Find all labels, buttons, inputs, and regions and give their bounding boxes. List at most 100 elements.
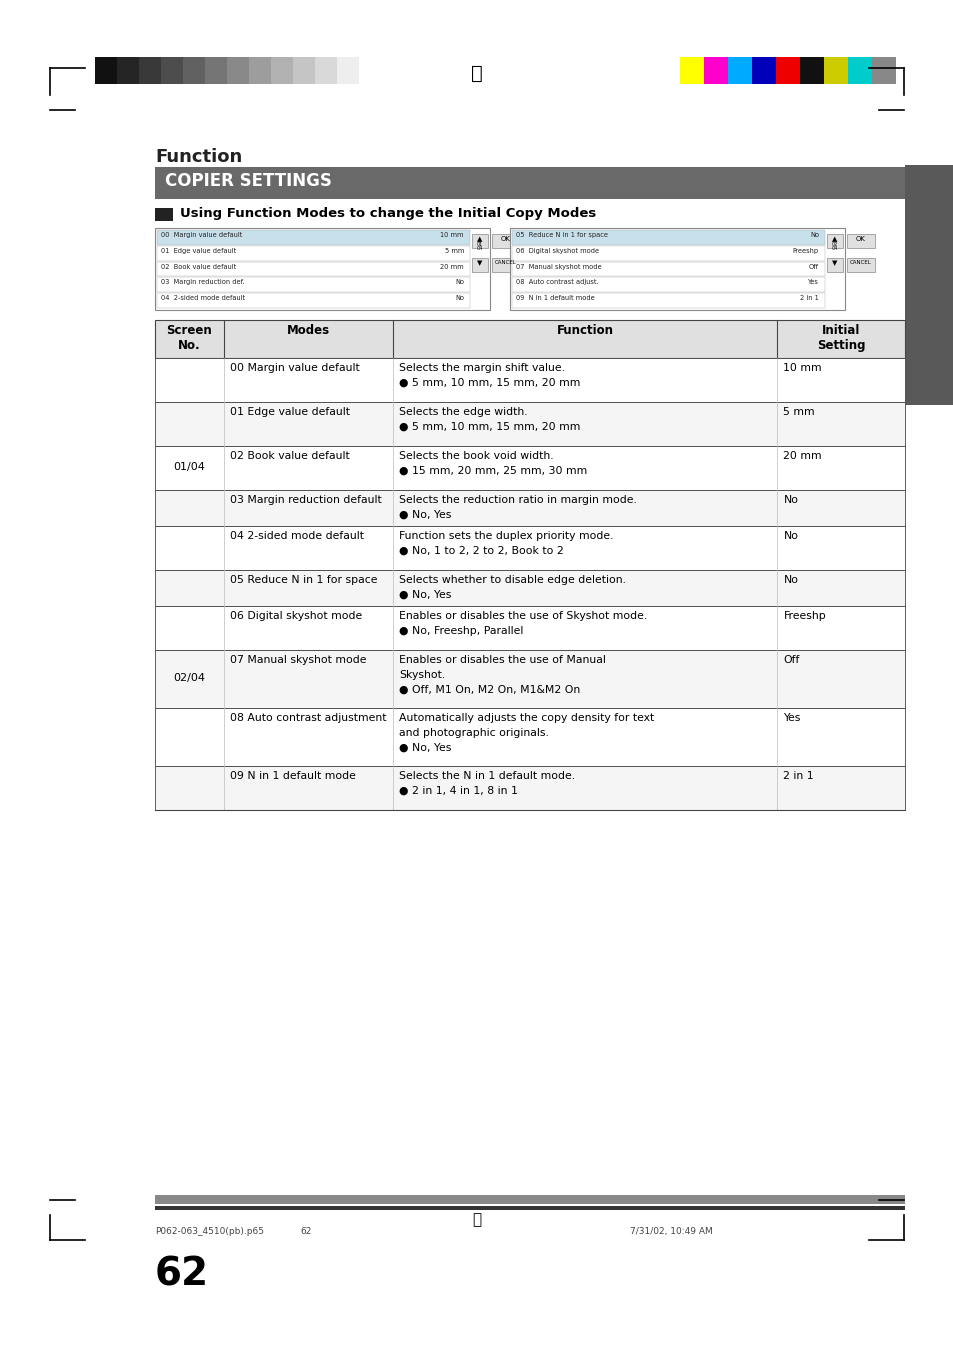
Text: 07 Manual skyshot mode: 07 Manual skyshot mode [230,655,366,665]
Text: 62: 62 [299,1227,311,1236]
Text: 00  Margin value default: 00 Margin value default [161,232,242,238]
Bar [336,57,358,84]
Bar [512,293,824,308]
Text: 02/04: 02/04 [173,673,205,684]
Text: CANCEL: CANCEL [849,259,871,265]
Text: Freeshp: Freeshp [782,611,825,621]
Text: 5 mm: 5 mm [444,247,463,254]
Bar [492,258,519,272]
Text: ● No, Yes: ● No, Yes [399,590,452,600]
Text: No: No [782,576,798,585]
Text: Selects the edge width.: Selects the edge width. [399,407,528,417]
Text: No: No [782,494,798,505]
Bar [154,403,904,446]
Text: Yes: Yes [807,280,818,285]
Bar [139,57,161,84]
Text: 2 in 1: 2 in 1 [800,295,818,301]
Text: OK: OK [500,236,511,242]
Bar [154,208,172,222]
Bar [161,57,183,84]
Text: ▲: ▲ [831,236,837,242]
Text: 62: 62 [154,1255,209,1293]
Text: 5 mm: 5 mm [782,407,814,417]
Text: 04: 04 [831,246,838,251]
Bar [154,708,904,766]
Bar [871,57,895,84]
Text: Screen
No.: Screen No. [167,324,213,353]
Text: 01 Edge value default: 01 Edge value default [230,407,350,417]
Text: No: No [782,531,798,540]
Text: Skyshot.: Skyshot. [399,670,445,680]
Text: 02  Book value default: 02 Book value default [161,263,236,270]
Bar [157,293,470,308]
Bar [154,446,904,490]
Bar [904,165,952,405]
Text: Yes: Yes [782,713,800,723]
Bar [154,570,904,607]
Bar [314,57,336,84]
Text: 10 mm: 10 mm [782,363,821,373]
Text: ● No, Yes: ● No, Yes [399,743,452,753]
Bar [95,57,117,84]
Text: No: No [809,232,818,238]
Bar [826,234,842,249]
Bar [775,57,800,84]
Text: 05  Reduce N in 1 for space: 05 Reduce N in 1 for space [516,232,607,238]
Bar [154,607,904,650]
Text: 7/31/02, 10:49 AM: 7/31/02, 10:49 AM [629,1227,712,1236]
Text: 01: 01 [476,242,482,247]
Bar [510,228,844,309]
Text: ▲: ▲ [476,236,482,242]
Bar [117,57,139,84]
Text: 02: 02 [831,242,838,247]
Bar [492,234,519,249]
Text: P062-063_4510(pb).p65: P062-063_4510(pb).p65 [154,1227,264,1236]
Bar [157,230,470,245]
Text: ● No, 1 to 2, 2 to 2, Book to 2: ● No, 1 to 2, 2 to 2, Book to 2 [399,546,563,557]
Text: 20 mm: 20 mm [440,263,463,270]
Bar [271,57,293,84]
Text: 05 Reduce N in 1 for space: 05 Reduce N in 1 for space [230,576,377,585]
Text: ● 2 in 1, 4 in 1, 8 in 1: ● 2 in 1, 4 in 1, 8 in 1 [399,786,517,796]
Text: 10 mm: 10 mm [440,232,463,238]
Text: ⌖: ⌖ [471,63,482,82]
Text: ● 5 mm, 10 mm, 15 mm, 20 mm: ● 5 mm, 10 mm, 15 mm, 20 mm [399,378,580,388]
Text: No: No [455,280,463,285]
Bar [154,1196,904,1204]
Bar [703,57,727,84]
Text: 2 in 1: 2 in 1 [782,771,813,781]
Bar [154,168,904,199]
Text: 03 Margin reduction default: 03 Margin reduction default [230,494,381,505]
Text: 02 Book value default: 02 Book value default [230,451,350,461]
Text: 08  Auto contrast adjust.: 08 Auto contrast adjust. [516,280,598,285]
Text: 09 N in 1 default mode: 09 N in 1 default mode [230,771,355,781]
Bar [846,234,874,249]
Bar [512,230,824,245]
Text: Freeshp: Freeshp [792,247,818,254]
Bar [157,262,470,277]
Text: Enables or disables the use of Manual: Enables or disables the use of Manual [399,655,606,665]
Text: 04  2-sided mode default: 04 2-sided mode default [161,295,245,301]
Bar [512,277,824,292]
Text: Selects the margin shift value.: Selects the margin shift value. [399,363,565,373]
Bar [157,277,470,292]
Text: 04: 04 [476,246,482,251]
Text: Initial
Setting: Initial Setting [816,324,864,353]
Bar [472,258,488,272]
Bar [512,262,824,277]
Bar [512,246,824,261]
Bar [154,228,490,309]
Text: Function sets the duplex priority mode.: Function sets the duplex priority mode. [399,531,614,540]
Text: Enables or disables the use of Skyshot mode.: Enables or disables the use of Skyshot m… [399,611,647,621]
Text: Selects the N in 1 default mode.: Selects the N in 1 default mode. [399,771,575,781]
Text: Automatically adjusts the copy density for text: Automatically adjusts the copy density f… [399,713,654,723]
Text: COPIER SETTINGS: COPIER SETTINGS [165,172,332,190]
Text: Using Function Modes to change the Initial Copy Modes: Using Function Modes to change the Initi… [180,207,596,220]
Text: 03  Margin reduction def.: 03 Margin reduction def. [161,280,244,285]
Bar [154,320,904,358]
Bar [249,57,271,84]
Bar [157,246,470,261]
Text: ● No, Yes: ● No, Yes [399,509,452,520]
Text: 07  Manual skyshot mode: 07 Manual skyshot mode [516,263,601,270]
Bar [472,234,488,249]
